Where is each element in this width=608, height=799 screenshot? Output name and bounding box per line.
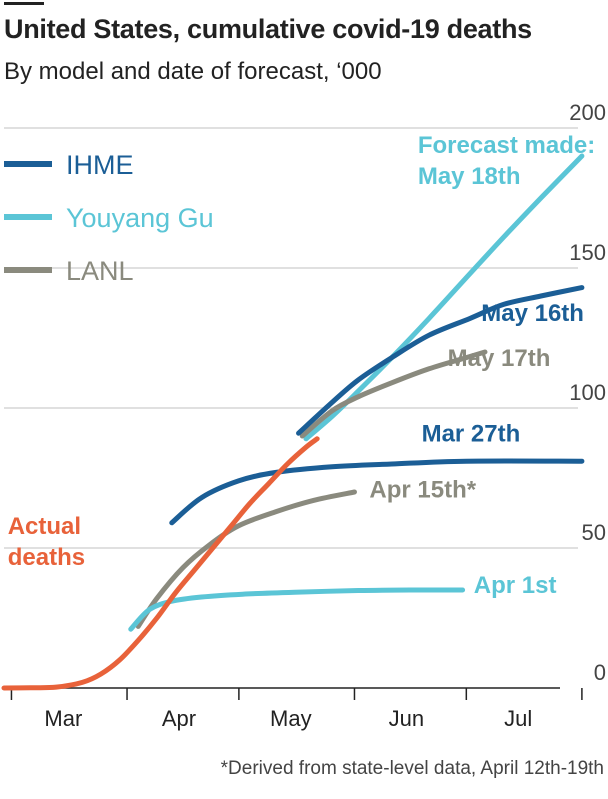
legend: IHME Youyang Gu LANL [4, 150, 214, 286]
annotation-may-16th: May 16th [481, 300, 584, 327]
x-tick-label-apr: Apr [162, 706, 196, 731]
annotation-mar-27th: Mar 27th [422, 421, 521, 448]
annotation-apr-15th: Apr 15th* [369, 477, 476, 504]
y-axis-ticks: 0 50 100 150 200 [569, 100, 606, 685]
series-line-mar-27th [169, 458, 585, 526]
y-tick-label-150: 150 [569, 240, 606, 265]
legend-label-ihme: IHME [66, 150, 134, 180]
y-tick-label-100: 100 [569, 380, 606, 405]
series-lines [1, 153, 585, 691]
series-line-apr-15th [135, 489, 357, 629]
footnote: *Derived from state-level data, April 12… [220, 758, 604, 779]
annotation-apr-1st: Apr 1st [474, 572, 557, 599]
annotation-forecast-made: Forecast made: [418, 132, 595, 159]
x-tick-label-may: May [270, 706, 312, 731]
top-rule [4, 2, 44, 5]
series-line-actual-deaths [1, 436, 320, 691]
x-tick-label-mar: Mar [44, 706, 82, 731]
legend-label-youyang-gu: Youyang Gu [66, 203, 214, 233]
annotations: Forecast made: May 18th May 16th May 17th Ma… [8, 132, 596, 599]
annotation-actual: Actual [8, 513, 81, 540]
y-tick-label-0: 0 [594, 660, 606, 685]
chart-title: United States, cumulative covid-19 death… [4, 14, 532, 44]
x-tick-label-jul: Jul [504, 706, 532, 731]
annotation-deaths: deaths [8, 544, 85, 571]
gridlines [4, 127, 578, 549]
x-axis: Mar Apr May Jun Jul [4, 687, 583, 731]
series-line-may-17th [299, 349, 488, 439]
chart-subtitle: By model and date of forecast, ‘000 [4, 58, 382, 85]
y-tick-label-200: 200 [569, 100, 606, 125]
y-tick-label-50: 50 [582, 520, 606, 545]
series-line-forecast-made-may-18th [303, 153, 585, 442]
series-line-may-16th [296, 285, 585, 436]
x-tick-label-jun: Jun [389, 706, 424, 731]
series-line-apr-1st [128, 587, 466, 632]
annotation-may-18th: May 18th [418, 163, 521, 190]
legend-label-lanl: LANL [66, 256, 134, 286]
annotation-may-17th: May 17th [448, 345, 551, 372]
